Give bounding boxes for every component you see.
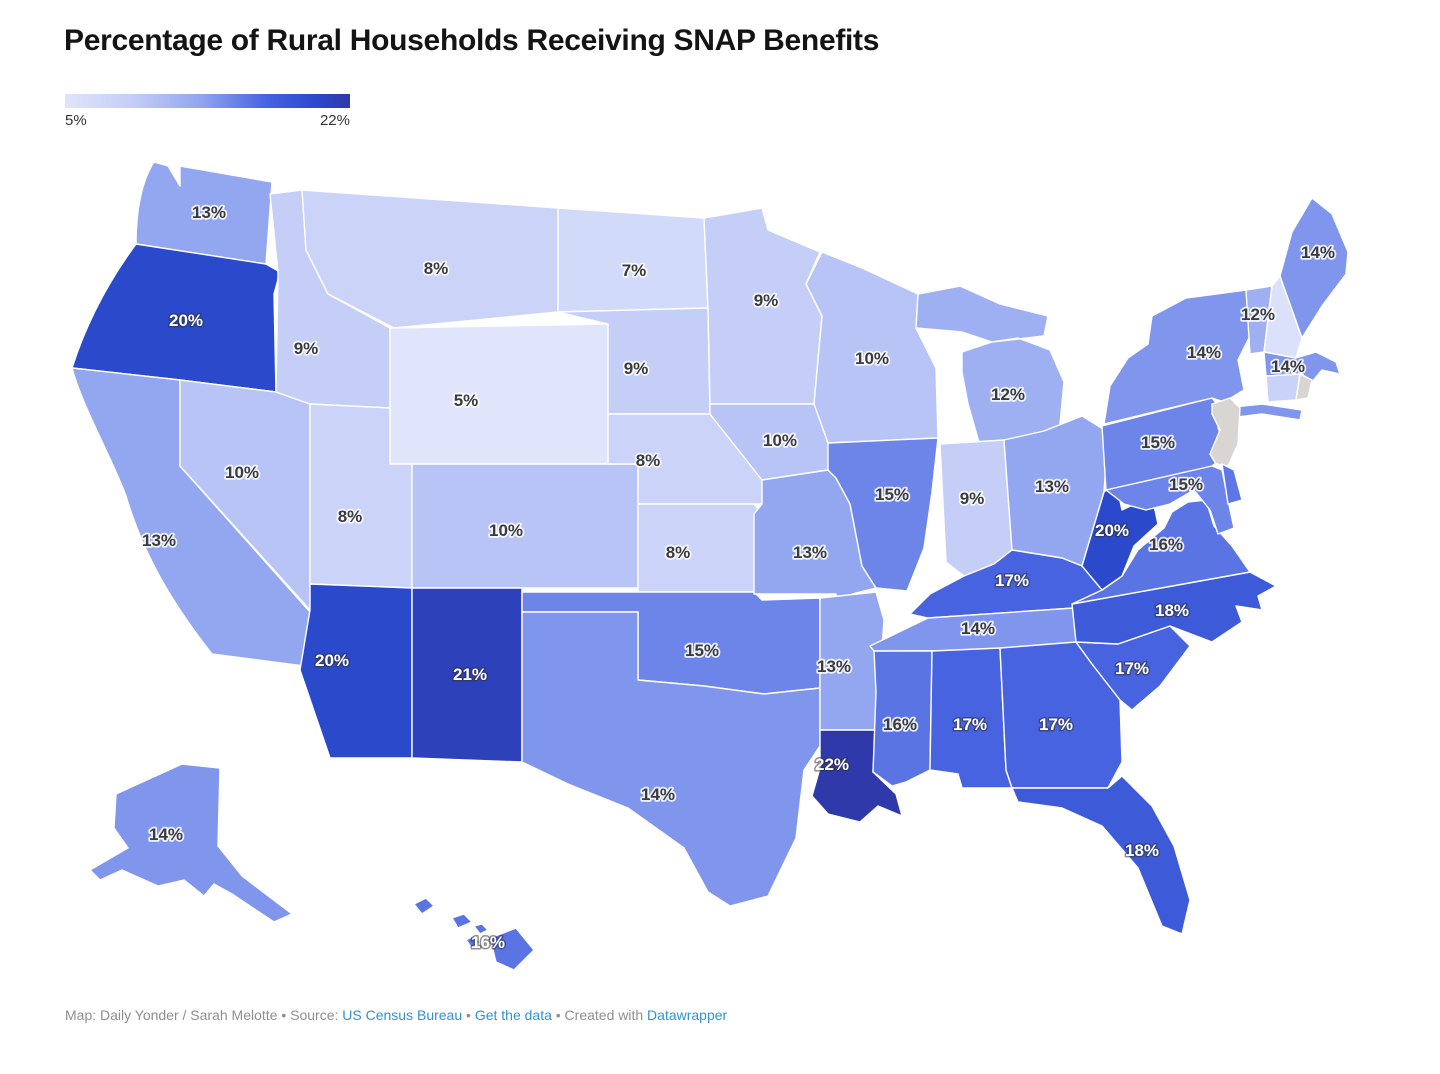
state-label-AR: 13%: [817, 657, 851, 676]
state-WA[interactable]: [135, 161, 273, 265]
state-label-OR: 20%: [169, 311, 203, 330]
state-RI[interactable]: [1295, 373, 1313, 401]
state-label-WI: 10%: [855, 349, 889, 368]
state-label-MD: 15%: [1169, 475, 1203, 494]
get-data-link[interactable]: Get the data: [474, 1007, 552, 1023]
state-label-NY: 14%: [1187, 343, 1221, 362]
footer-separator-2: • Created with: [551, 1007, 648, 1023]
state-label-KS: 8%: [666, 543, 691, 562]
us-choropleth-map: 13% 20% 13% 10% 9% 8% 5% 8% 10% 20% 21% 7% 9% 8% 8% 15%…: [71, 161, 1349, 971]
state-label-LA: 22%: [815, 755, 849, 774]
state-label-ND: 7%: [622, 261, 647, 280]
footer-separator: •: [462, 1007, 475, 1023]
state-label-MT: 8%: [424, 259, 449, 278]
state-NH[interactable]: [1263, 275, 1303, 359]
state-AZ[interactable]: [299, 583, 413, 759]
state-label-MA: 14%: [1271, 357, 1305, 376]
state-label-SD: 9%: [624, 359, 649, 378]
legend-labels: 5% 22%: [65, 112, 350, 129]
state-ND[interactable]: [557, 207, 709, 313]
state-label-IN: 9%: [960, 489, 985, 508]
state-label-NV: 10%: [225, 463, 259, 482]
state-label-HI: 16%: [471, 933, 505, 952]
state-label-MS: 16%: [883, 715, 917, 734]
state-CO[interactable]: [411, 463, 639, 589]
state-label-AK: 14%: [149, 825, 183, 844]
state-label-FL: 18%: [1125, 841, 1159, 860]
state-IL[interactable]: [827, 437, 939, 592]
state-label-TX: 14%: [641, 785, 675, 804]
state-label-CO: 10%: [489, 521, 523, 540]
state-label-MI: 12%: [991, 385, 1025, 404]
state-label-IL: 15%: [875, 485, 909, 504]
state-label-MO: 13%: [793, 543, 827, 562]
state-CA[interactable]: [71, 367, 311, 667]
state-label-TN: 14%: [961, 619, 995, 638]
state-label-KY: 17%: [995, 571, 1029, 590]
state-label-NE: 8%: [636, 451, 661, 470]
state-label-WV: 20%: [1095, 521, 1129, 540]
state-label-MN: 9%: [754, 291, 779, 310]
footer-text: Map: Daily Yonder / Sarah Melotte • Sour…: [65, 1007, 343, 1023]
state-label-AZ: 20%: [315, 651, 349, 670]
color-legend: 5% 22%: [65, 94, 350, 129]
legend-gradient-bar: [65, 94, 350, 108]
state-label-WA: 13%: [192, 203, 226, 222]
state-label-ME: 14%: [1301, 243, 1335, 262]
state-WI[interactable]: [805, 251, 939, 444]
state-MD[interactable]: [1105, 465, 1235, 535]
state-label-CA: 13%: [142, 531, 176, 550]
state-TX[interactable]: [521, 611, 821, 907]
state-WY[interactable]: [389, 323, 609, 465]
state-ME[interactable]: [1279, 197, 1349, 339]
state-FL[interactable]: [1011, 775, 1191, 935]
state-CT[interactable]: [1265, 373, 1301, 403]
state-label-VA: 16%: [1149, 535, 1183, 554]
state-DE[interactable]: [1221, 463, 1243, 505]
state-label-NM: 21%: [453, 665, 487, 684]
state-HI[interactable]: [413, 897, 535, 971]
state-label-SC: 17%: [1115, 659, 1149, 678]
state-AK[interactable]: [89, 763, 293, 923]
state-label-OK: 15%: [685, 641, 719, 660]
legend-min-label: 5%: [65, 112, 87, 129]
state-label-PA: 15%: [1141, 433, 1175, 452]
state-NC[interactable]: [1071, 571, 1277, 645]
attribution-footer: Map: Daily Yonder / Sarah Melotte • Sour…: [65, 1007, 727, 1023]
source-link[interactable]: US Census Bureau: [342, 1007, 463, 1023]
state-KS[interactable]: [637, 503, 763, 593]
state-label-GA: 17%: [1039, 715, 1073, 734]
state-label-ID: 9%: [294, 339, 319, 358]
state-OR[interactable]: [71, 243, 281, 393]
page-title: Percentage of Rural Households Receiving…: [64, 24, 880, 57]
state-label-NC: 18%: [1155, 601, 1189, 620]
state-label-WY: 5%: [454, 391, 479, 410]
state-label-OH: 13%: [1035, 477, 1069, 496]
state-label-AL: 17%: [953, 715, 987, 734]
datawrapper-link[interactable]: Datawrapper: [647, 1007, 728, 1023]
legend-max-label: 22%: [319, 112, 350, 129]
state-IN[interactable]: [939, 439, 1013, 577]
state-label-UT: 8%: [338, 507, 363, 526]
state-label-IA: 10%: [763, 431, 797, 450]
state-label-VT: 12%: [1241, 305, 1275, 324]
